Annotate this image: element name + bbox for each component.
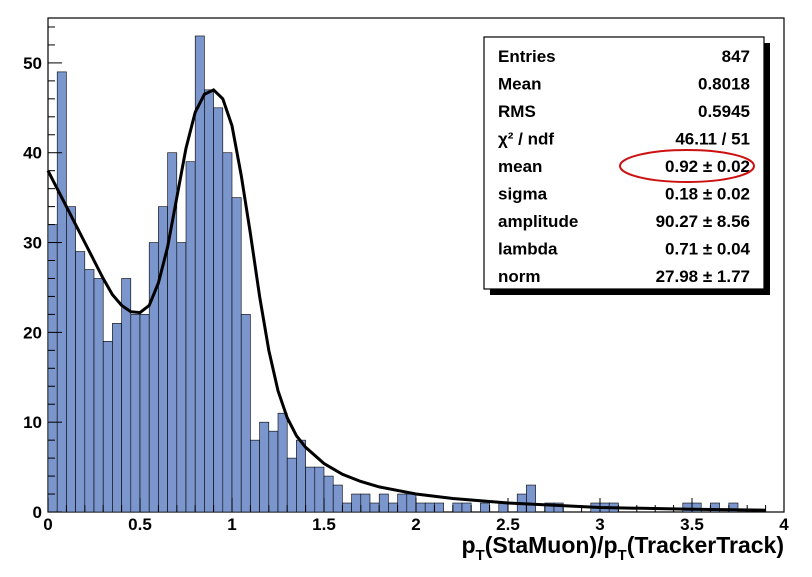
y-tick-label: 40	[23, 144, 42, 163]
histogram-bar	[415, 502, 426, 513]
histogram-bar	[66, 206, 76, 513]
x-tick-label: 2	[411, 515, 420, 534]
histogram-bar	[378, 493, 389, 513]
histogram-bar	[102, 341, 113, 513]
x-tick-label: 4	[779, 515, 789, 534]
histogram-bar	[323, 475, 334, 513]
histogram-bar	[480, 502, 490, 513]
stats-label: amplitude	[498, 212, 578, 231]
mean-highlight-ellipse	[619, 149, 755, 183]
histogram-bar	[342, 502, 352, 513]
histogram-bar	[121, 278, 132, 513]
histogram-bar	[369, 502, 380, 513]
fit-curve	[46, 88, 766, 512]
histogram-bar	[250, 439, 260, 513]
histogram-bar	[222, 152, 233, 513]
y-tick-label: 30	[23, 234, 42, 253]
stats-value: 0.92 ± 0.02	[665, 157, 750, 176]
x-tick-label: 1	[227, 515, 236, 534]
y-tick-label: 10	[23, 413, 42, 432]
histogram-bar	[176, 242, 187, 513]
histogram-bar	[240, 314, 251, 513]
histogram-bar	[75, 251, 86, 513]
histogram-bar	[93, 278, 104, 513]
histogram-bar	[185, 161, 196, 513]
stats-label: Entries	[498, 47, 556, 66]
stats-value: 847	[722, 47, 750, 66]
stats-label: χ² / ndf	[498, 130, 554, 149]
x-tick-label: 0.5	[128, 515, 152, 534]
histogram-bar	[213, 107, 224, 513]
stats-label: norm	[498, 267, 541, 286]
histogram-bar	[397, 493, 408, 513]
stats-label: RMS	[498, 102, 536, 121]
x-tick-label: 3.5	[680, 515, 704, 534]
stats-value: 27.98 ± 1.77	[656, 267, 750, 286]
histogram-bar	[277, 412, 288, 513]
histogram-bar	[130, 314, 141, 513]
x-axis-title-mid2: (TrackerTrack)	[627, 532, 784, 558]
y-tick-label: 50	[23, 54, 42, 73]
stats-value: 0.18 ± 0.02	[665, 185, 750, 204]
histogram-bar	[139, 314, 150, 513]
stats-label: lambda	[498, 240, 558, 259]
histogram-bar	[296, 439, 306, 513]
x-tick-label: 0	[43, 515, 52, 534]
histogram-bar	[259, 421, 270, 513]
y-tick-labels: 0 10 20 30 40 50	[23, 54, 42, 522]
histogram-bar	[286, 457, 297, 513]
histogram-bar	[388, 502, 398, 513]
y-tick-label: 20	[23, 323, 42, 342]
stats-value: 0.71 ± 0.04	[665, 240, 750, 259]
histogram-bar	[461, 502, 472, 513]
x-axis-title-sub2: T	[618, 547, 627, 564]
histogram-bar	[112, 323, 122, 513]
axis-ticks	[47, 26, 785, 513]
histogram-bar	[204, 89, 214, 513]
histogram-bar	[268, 430, 279, 513]
stats-box-frame	[483, 36, 765, 290]
histogram-bar	[360, 493, 371, 513]
x-tick-label: 1.5	[312, 515, 336, 534]
histogram-bar	[434, 502, 444, 513]
x-axis-title-p1: p	[461, 532, 475, 558]
x-axis-title: pT(StaMuon)/pT(TrackerTrack)	[461, 532, 784, 564]
histogram-bar	[56, 71, 67, 513]
histogram-bar	[351, 493, 362, 513]
y-tick-label: 0	[33, 503, 42, 522]
x-axis-title-mid1: (StaMuon)/p	[485, 532, 618, 558]
histogram-bar	[526, 484, 536, 513]
x-axis-title-sub1: T	[476, 547, 485, 564]
stats-value: 90.27 ± 8.56	[656, 212, 750, 231]
stats-label: mean	[498, 157, 542, 176]
stats-rows: Entries 847 Mean 0.8018 RMS 0.5945 χ² / ndf 46.…	[498, 47, 751, 286]
x-tick-label: 3	[595, 515, 604, 534]
histogram-bar	[452, 502, 463, 513]
stats-value: 0.8018	[698, 75, 750, 94]
histogram-bar	[424, 502, 435, 513]
histogram-bar	[314, 466, 325, 513]
histogram-bar	[305, 466, 316, 513]
stats-label: Mean	[498, 75, 541, 94]
stats-value: 46.11 / 51	[675, 130, 750, 149]
histogram-bar	[332, 484, 343, 513]
x-tick-labels: 0 0.5 1 1.5 2 2.5 3 3.5 4	[43, 515, 789, 534]
x-tick-label: 2.5	[496, 515, 520, 534]
histogram-bar	[84, 269, 95, 513]
stats-value: 0.5945	[698, 102, 750, 121]
stats-label: sigma	[498, 185, 548, 204]
histogram-bar	[231, 197, 242, 513]
histogram-bar	[406, 493, 417, 513]
stats-box: Entries 847 Mean 0.8018 RMS 0.5945 χ² / ndf 46.…	[483, 36, 770, 295]
